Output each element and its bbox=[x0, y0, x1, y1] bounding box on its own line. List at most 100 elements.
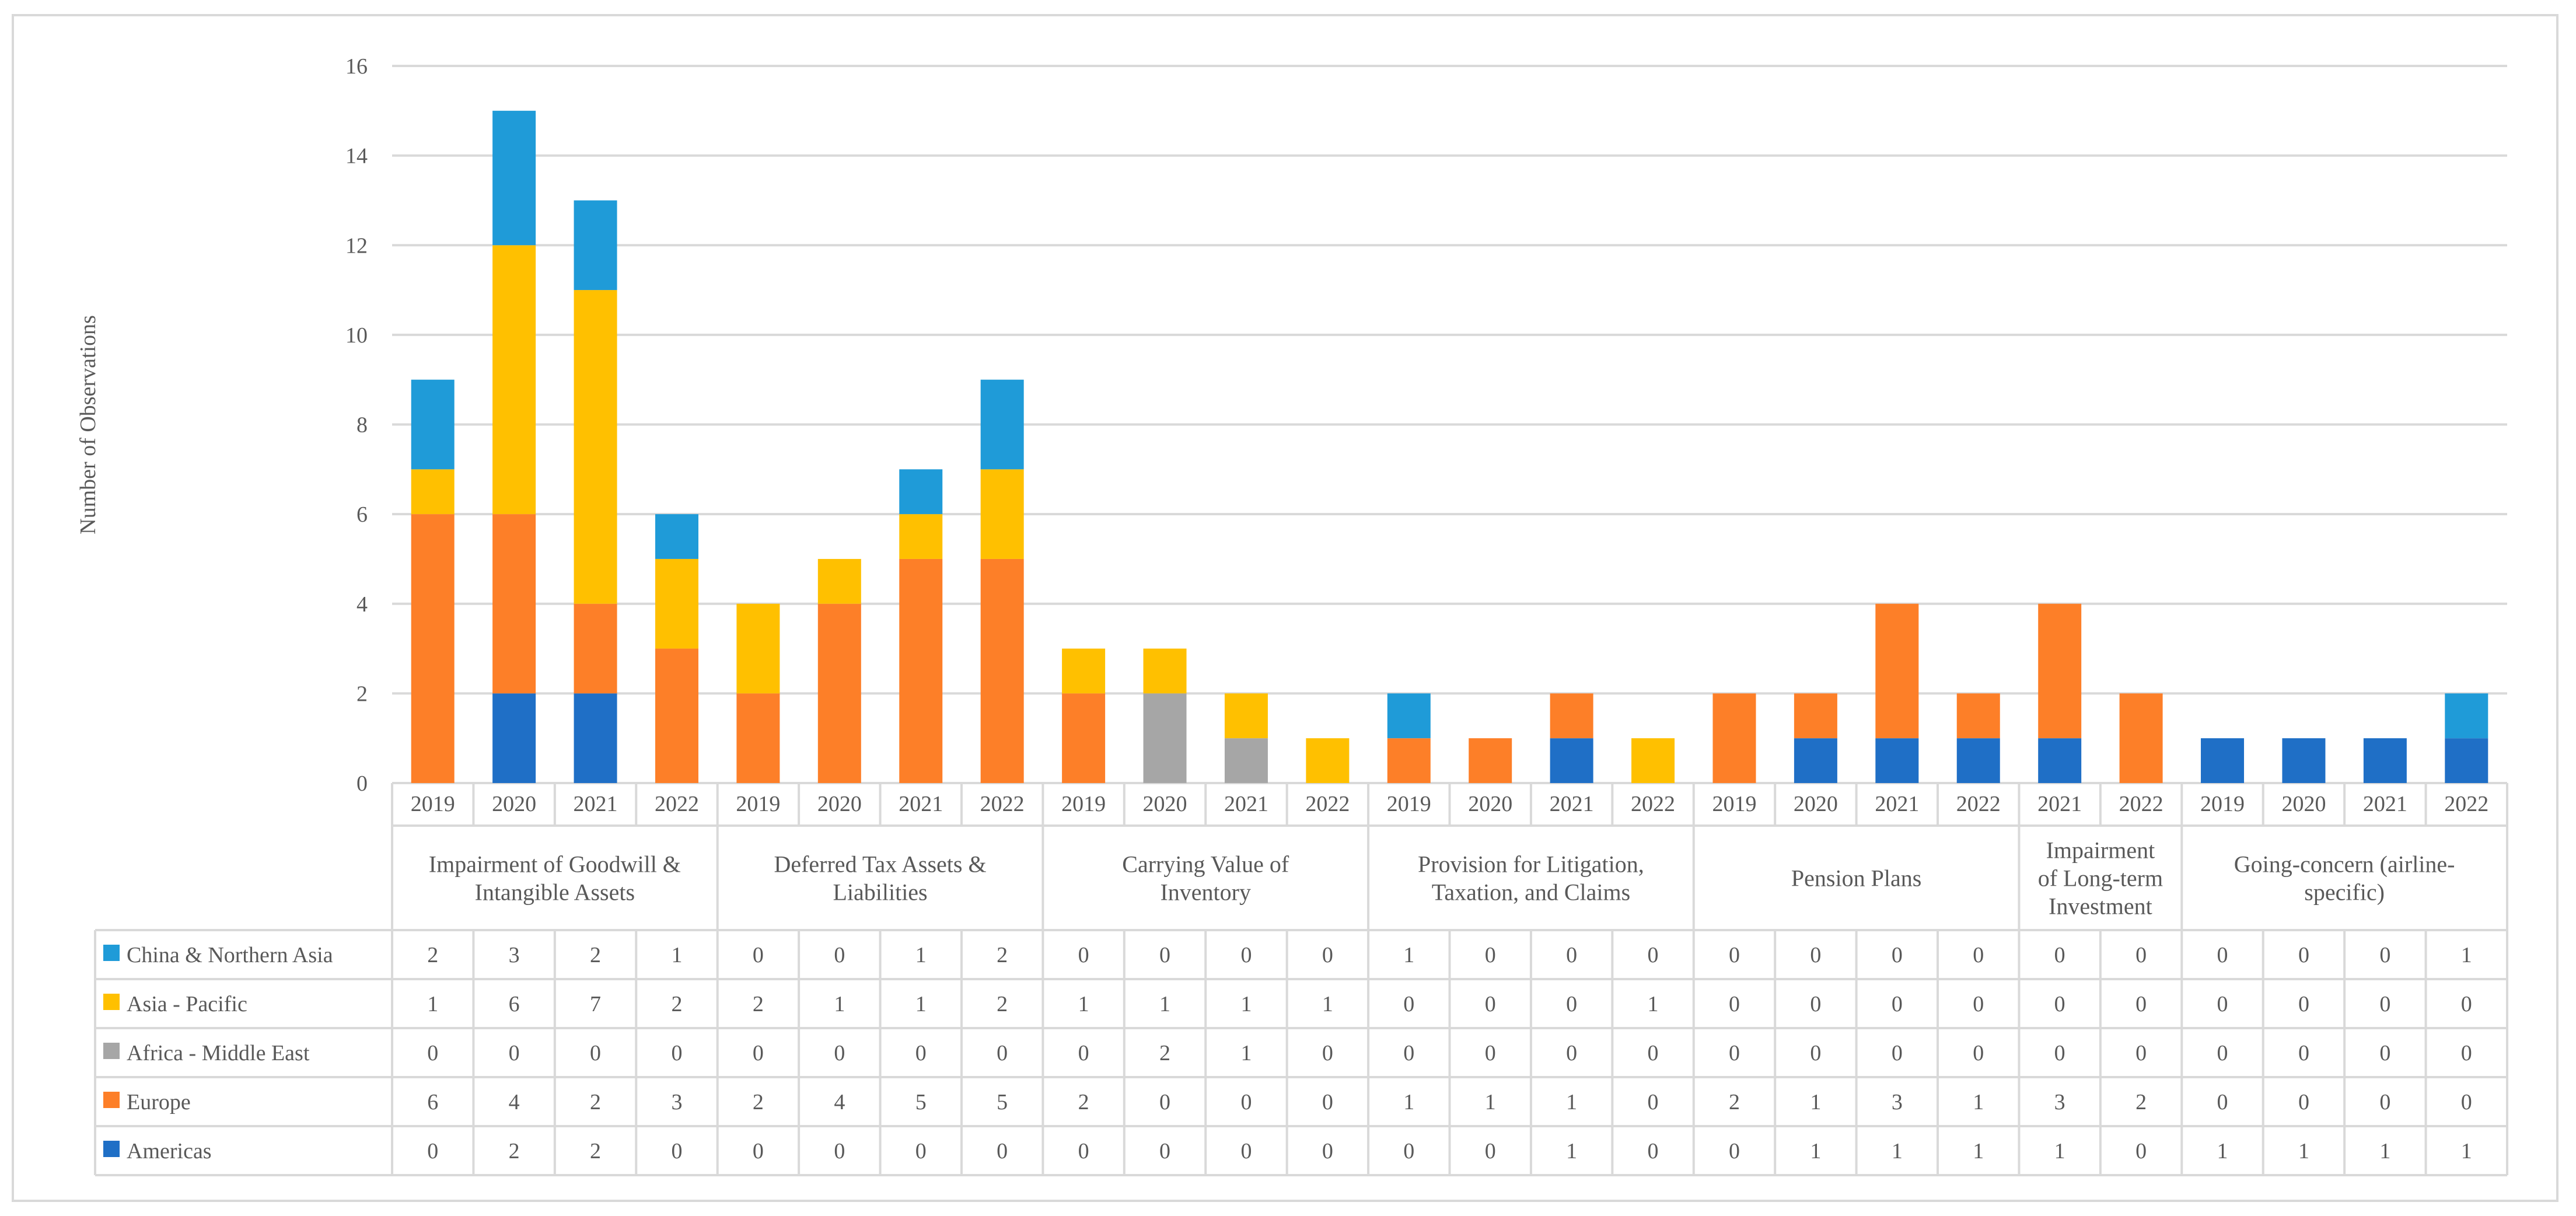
table-value: 2 bbox=[671, 992, 682, 1016]
table-value: 0 bbox=[1648, 1041, 1659, 1065]
x-tick-label: 2020 bbox=[817, 792, 862, 816]
table-value: 0 bbox=[671, 1041, 682, 1065]
table-value: 6 bbox=[509, 992, 520, 1016]
bar-segment bbox=[492, 693, 536, 783]
bar-segment bbox=[817, 558, 861, 604]
table-value: 0 bbox=[1810, 1041, 1821, 1065]
table-value: 3 bbox=[671, 1090, 682, 1114]
table-value: 2 bbox=[997, 992, 1008, 1016]
table-value: 2 bbox=[1729, 1090, 1740, 1114]
table-value: 0 bbox=[2217, 1041, 2228, 1065]
table-value: 0 bbox=[2135, 1041, 2147, 1065]
table-value: 1 bbox=[1078, 992, 1089, 1016]
bar-segment bbox=[2282, 738, 2326, 783]
x-tick-label: 2022 bbox=[2444, 792, 2488, 816]
table-value: 2 bbox=[753, 1090, 764, 1114]
table-value: 0 bbox=[1159, 1139, 1170, 1163]
bar-segment bbox=[655, 514, 698, 559]
bar-segment bbox=[1469, 738, 1512, 783]
table-value: 0 bbox=[2379, 1090, 2390, 1114]
table-value: 7 bbox=[590, 992, 601, 1016]
data-table: 2019 2020 2021 2022 2019 2020 2021 2022 2019 2020… bbox=[94, 783, 2508, 1176]
table-value: 0 bbox=[2298, 992, 2309, 1016]
bar-segment bbox=[2119, 693, 2163, 783]
table-value: 3 bbox=[2054, 1090, 2065, 1114]
x-tick-label: 2022 bbox=[2119, 792, 2163, 816]
table-value: 1 bbox=[1566, 1139, 1577, 1163]
table-value: 5 bbox=[915, 1090, 927, 1114]
table-value: 0 bbox=[2461, 1041, 2472, 1065]
table-value: 0 bbox=[1240, 943, 1252, 967]
table-value: 1 bbox=[427, 992, 438, 1016]
category-label: Pension Plans bbox=[1791, 865, 1921, 892]
table-value: 0 bbox=[1078, 1139, 1089, 1163]
table-value: 0 bbox=[915, 1139, 927, 1163]
bar-segment bbox=[817, 603, 861, 783]
x-tick-label: 2020 bbox=[1468, 792, 1512, 816]
table-value: 2 bbox=[590, 1090, 601, 1114]
bar-segment bbox=[1956, 738, 2000, 783]
bar-segment bbox=[1224, 693, 1268, 739]
table-value: 2 bbox=[753, 992, 764, 1016]
table-value: 0 bbox=[1159, 1090, 1170, 1114]
table-value: 6 bbox=[427, 1090, 438, 1114]
table-value: 0 bbox=[1648, 1090, 1659, 1114]
y-tick-label: 4 bbox=[356, 592, 368, 617]
table-value: 2 bbox=[2135, 1090, 2147, 1114]
x-tick-label: 2021 bbox=[1875, 792, 1919, 816]
table-value: 1 bbox=[1159, 992, 1170, 1016]
table-value: 0 bbox=[997, 1139, 1008, 1163]
table-value: 1 bbox=[2461, 943, 2472, 967]
table-value: 0 bbox=[2135, 992, 2147, 1016]
table-value: 2 bbox=[1159, 1041, 1170, 1065]
bar-segment bbox=[1143, 648, 1187, 694]
table-value: 2 bbox=[997, 943, 1008, 967]
bar-segment bbox=[492, 110, 536, 246]
table-value: 0 bbox=[1729, 943, 1740, 967]
table-value: 0 bbox=[2298, 1041, 2309, 1065]
table-value: 0 bbox=[753, 943, 764, 967]
bar-segment bbox=[2038, 603, 2082, 739]
table-value: 0 bbox=[1892, 992, 1903, 1016]
x-tick-label: 2021 bbox=[2037, 792, 2082, 816]
x-tick-label: 2022 bbox=[980, 792, 1025, 816]
y-axis-label: Number of Observations bbox=[76, 315, 100, 534]
x-tick-label: 2021 bbox=[1550, 792, 1594, 816]
table-value: 0 bbox=[1322, 1090, 1333, 1114]
table-value: 0 bbox=[2135, 1139, 2147, 1163]
table-value: 0 bbox=[2379, 943, 2390, 967]
table-value: 1 bbox=[1403, 1090, 1414, 1114]
table-value: 0 bbox=[2135, 943, 2147, 967]
table-value: 0 bbox=[1973, 992, 1984, 1016]
table-value: 0 bbox=[834, 943, 845, 967]
bar-segment bbox=[2363, 738, 2407, 783]
bar-segment bbox=[1956, 693, 2000, 739]
bar-segment bbox=[2445, 693, 2488, 739]
table-value: 1 bbox=[1566, 1090, 1577, 1114]
bar-segment bbox=[899, 514, 943, 559]
legend-label: Africa - Middle East bbox=[127, 1041, 310, 1065]
table-value: 1 bbox=[915, 943, 927, 967]
table-value: 0 bbox=[2217, 1090, 2228, 1114]
table-value: 0 bbox=[1240, 1090, 1252, 1114]
bar-segment bbox=[736, 693, 780, 783]
table-value: 0 bbox=[1729, 1139, 1740, 1163]
legend-swatch bbox=[103, 1043, 120, 1059]
table-value: 1 bbox=[2217, 1139, 2228, 1163]
table-value: 0 bbox=[2298, 1090, 2309, 1114]
table-value: 0 bbox=[671, 1139, 682, 1163]
y-tick-label: 10 bbox=[345, 323, 368, 348]
table-value: 1 bbox=[1240, 1041, 1252, 1065]
bar-segment bbox=[899, 558, 943, 783]
x-tick-label: 2019 bbox=[736, 792, 780, 816]
table-value: 0 bbox=[1973, 1041, 1984, 1065]
table-value: 0 bbox=[1729, 992, 1740, 1016]
table-value: 4 bbox=[509, 1090, 520, 1114]
table-value: 1 bbox=[2461, 1139, 2472, 1163]
bar-segment bbox=[899, 469, 943, 515]
table-value: 2 bbox=[590, 1139, 601, 1163]
x-tick-label: 2022 bbox=[1956, 792, 2001, 816]
category-label: Carrying Value of Inventory bbox=[1122, 851, 1289, 906]
y-tick-label: 0 bbox=[356, 771, 368, 796]
x-tick-label: 2020 bbox=[492, 792, 536, 816]
